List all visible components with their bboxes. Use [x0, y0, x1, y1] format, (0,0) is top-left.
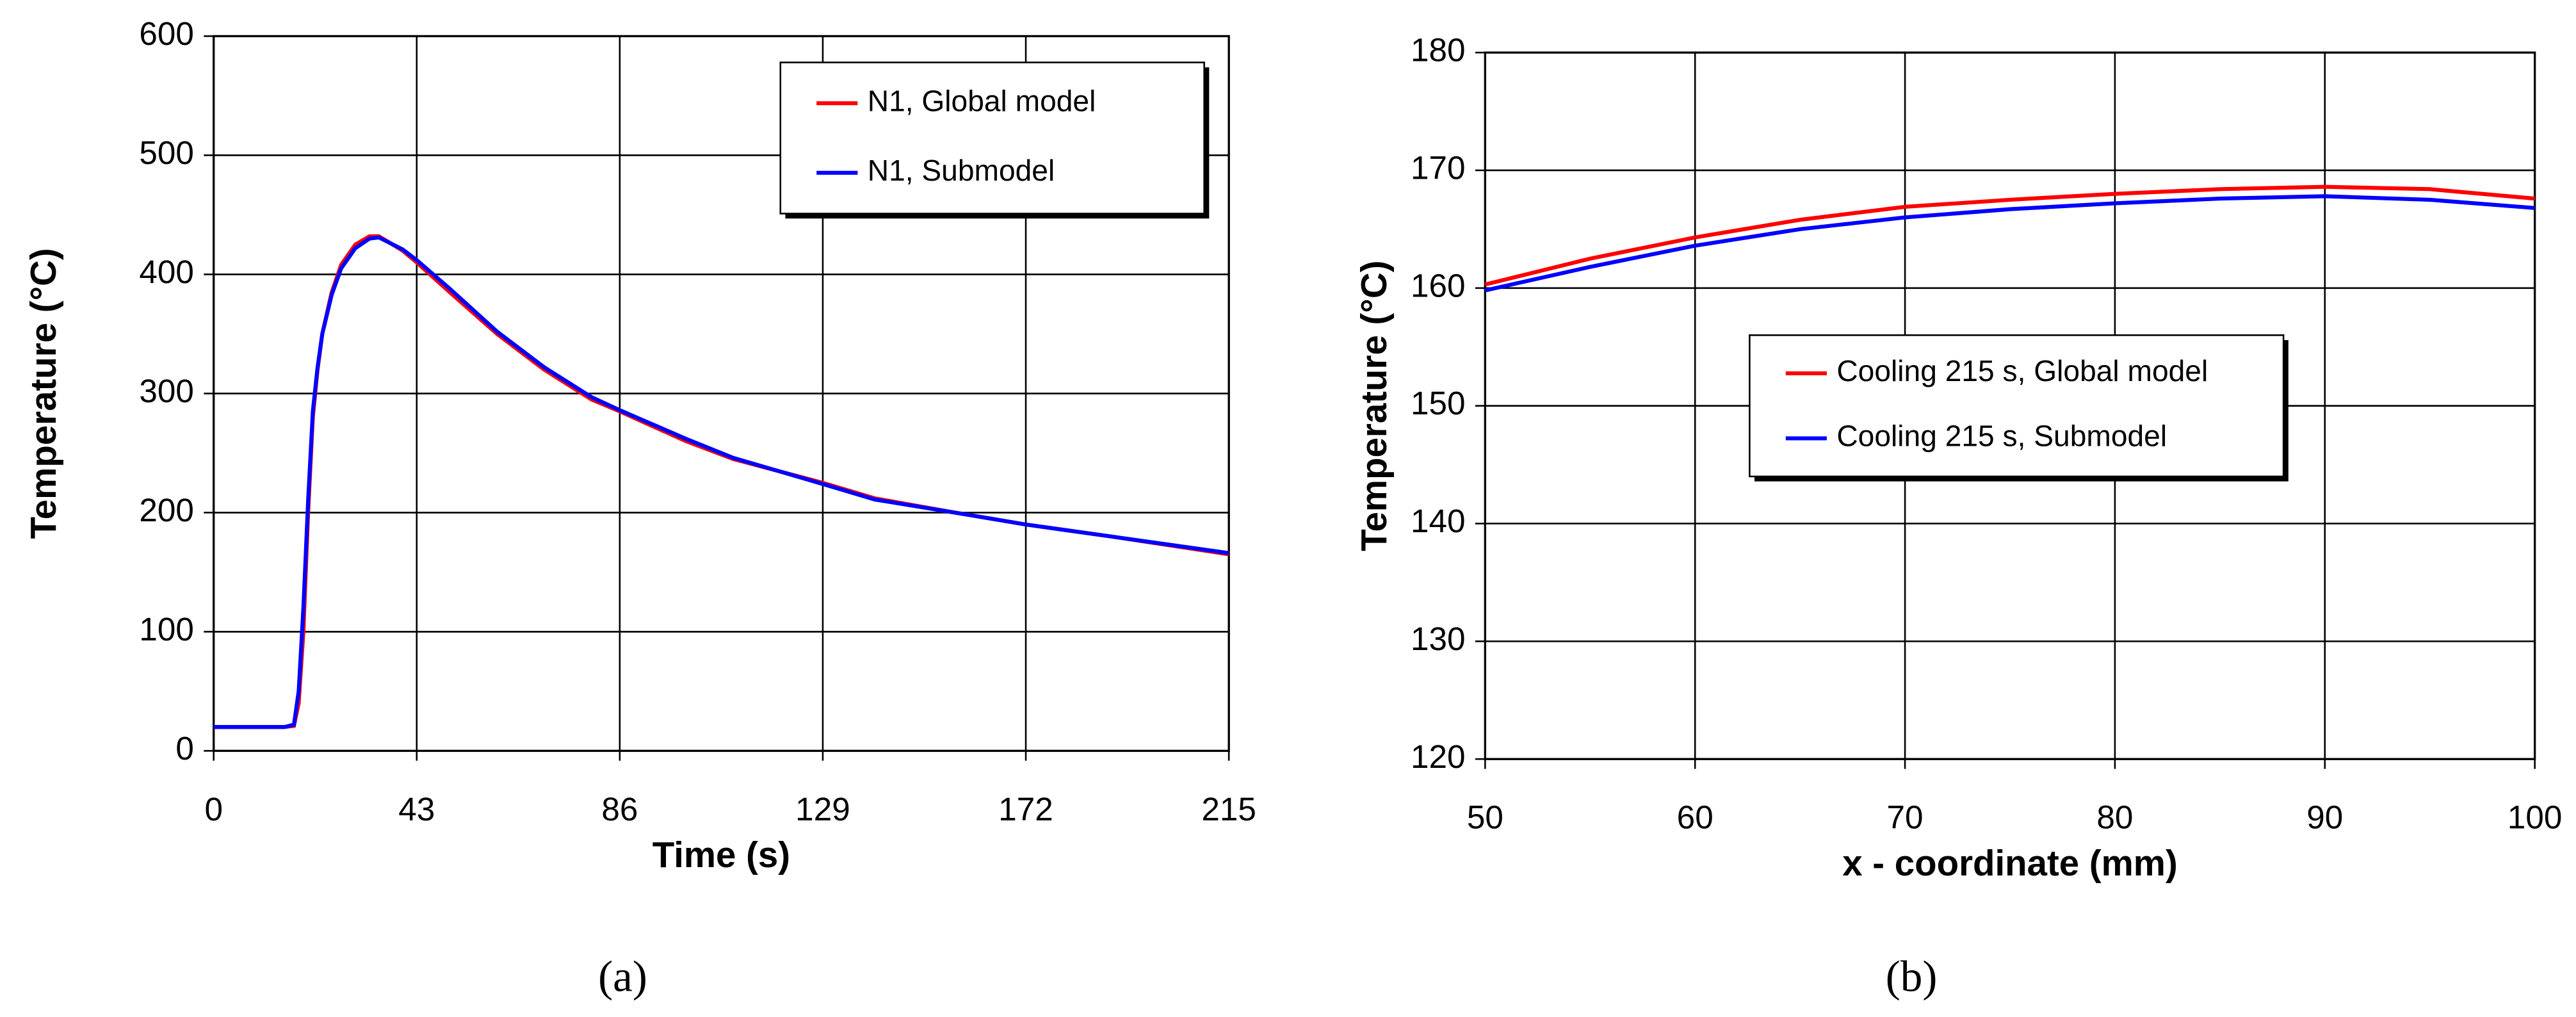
y-tick-label: 500: [139, 134, 194, 171]
x-tick-label: 129: [795, 791, 850, 827]
x-axis-label: Time (s): [652, 834, 790, 875]
y-axis-label: Temperature (°C): [23, 248, 63, 539]
x-tick-label: 86: [601, 791, 638, 827]
legend-label: N1, Global model: [868, 84, 1096, 117]
x-tick-label: 80: [2096, 799, 2133, 836]
data-line: [213, 234, 1229, 729]
y-tick-label: 600: [139, 15, 194, 52]
y-tick-label: 170: [1411, 149, 1466, 186]
caption: (b): [1886, 951, 1938, 1000]
x-tick-label: 215: [1201, 791, 1256, 827]
x-tick-label: 60: [1677, 799, 1713, 836]
y-tick-label: 160: [1411, 267, 1466, 304]
x-tick-label: 172: [998, 791, 1053, 827]
data-line: [213, 235, 1229, 729]
legend-label: N1, Submodel: [868, 154, 1055, 187]
x-tick-label: 70: [1887, 799, 1924, 836]
y-tick-label: 0: [175, 730, 194, 767]
y-tick-label: 100: [139, 611, 194, 647]
x-tick-label: 0: [204, 791, 223, 827]
y-tick-label: 130: [1411, 621, 1466, 657]
y-tick-label: 120: [1411, 738, 1466, 775]
legend: [779, 61, 1205, 215]
data-line: [1484, 194, 2535, 293]
y-tick-label: 400: [139, 254, 194, 290]
x-axis-label: x - coordinate (mm): [1842, 843, 2178, 883]
data-line: [1484, 184, 2535, 287]
y-tick-label: 200: [139, 492, 194, 528]
legend-label: Cooling 215 s, Submodel: [1836, 419, 2167, 453]
y-tick-label: 300: [139, 373, 194, 409]
x-tick-label: 90: [2306, 799, 2343, 836]
y-tick-label: 140: [1411, 503, 1466, 539]
legend: [1749, 334, 2285, 478]
x-tick-label: 43: [398, 791, 435, 827]
y-tick-label: 150: [1411, 385, 1466, 421]
plot-frame: [213, 35, 1230, 753]
x-tick-label: 50: [1467, 799, 1503, 836]
caption: (a): [598, 951, 647, 1000]
legend-label: Cooling 215 s, Global model: [1836, 354, 2208, 387]
y-tick-label: 180: [1411, 32, 1466, 69]
y-axis-label: Temperature (°C): [1354, 261, 1394, 551]
plot-frame: [1484, 51, 2536, 760]
x-tick-label: 100: [2507, 799, 2563, 836]
